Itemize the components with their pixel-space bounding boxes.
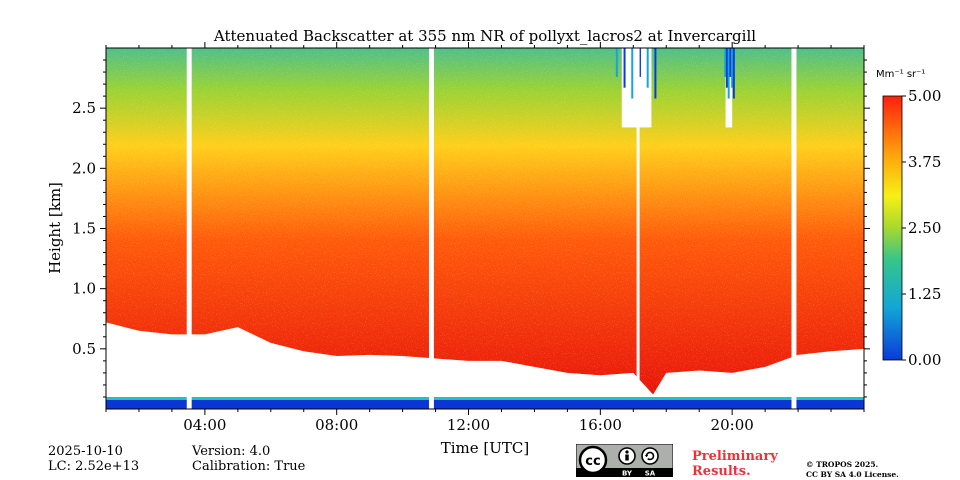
svg-text:cc: cc <box>585 454 600 469</box>
y-tick-label: 0.5 <box>72 340 96 358</box>
plot-area <box>106 48 864 409</box>
footer-calibration: Calibration: True <box>192 459 306 474</box>
cloud-streak <box>727 48 730 99</box>
near-range-blue <box>106 398 864 409</box>
colorbar-tick-label: 3.75 <box>908 153 941 171</box>
data-gaps <box>186 48 797 409</box>
copyright-note: © TROPOS 2025. CC BY SA 4.0 License. <box>806 460 899 480</box>
x-axis-title: Time [UTC] <box>441 439 530 457</box>
footer-version: Version: 4.0 Calibration: True <box>192 444 305 474</box>
cc-by-sa-license-badge: cc BY SA <box>576 444 673 477</box>
copyright-line-2: CC BY SA 4.0 License. <box>806 470 899 479</box>
sa-icon <box>641 447 659 465</box>
near-range-cyan <box>106 397 864 400</box>
y-tick-label: 1.0 <box>72 280 96 298</box>
x-tick-label: 08:00 <box>315 416 358 434</box>
footer-left: 2025-10-10 LC: 2.52e+13 <box>48 444 139 474</box>
copyright-line-1: © TROPOS 2025. <box>806 460 879 469</box>
footer-date: 2025-10-10 <box>48 444 123 459</box>
x-axis: 04:00 08:00 12:00 16:00 20:00 <box>105 42 865 434</box>
data-gap <box>791 48 797 409</box>
y-tick-label: 1.5 <box>72 220 96 238</box>
cloud-streak <box>732 48 735 99</box>
x-tick-label: 12:00 <box>447 416 490 434</box>
colorbar-tick-label: 0.00 <box>908 351 941 369</box>
cloud-core <box>636 48 640 395</box>
y-tick-label: 2.5 <box>72 99 96 117</box>
data-gap <box>428 48 434 409</box>
svg-text:BY: BY <box>622 470 633 478</box>
cloud-streak <box>654 48 657 99</box>
colorbar-ticks: 0.00 1.25 2.50 3.75 5.00 <box>902 87 941 369</box>
x-tick-label: 04:00 <box>183 416 226 434</box>
x-tick-label: 20:00 <box>711 416 754 434</box>
colorbar-tick-label: 2.50 <box>908 219 941 237</box>
cloud-streak <box>725 48 728 88</box>
colorbar-unit-label: Mm⁻¹ sr⁻¹ <box>876 69 925 80</box>
data-gap <box>186 48 192 409</box>
y-axis-title: Height [km] <box>46 182 64 274</box>
preliminary-line-2: Results. <box>692 464 751 479</box>
footer-version-text: Version: 4.0 <box>192 444 271 459</box>
svg-text:SA: SA <box>645 470 656 478</box>
chart-title: Attenuated Backscatter at 355 nm NR of p… <box>213 27 756 45</box>
preliminary-line-1: Preliminary <box>692 449 778 464</box>
y-tick-label: 2.0 <box>72 159 96 177</box>
preliminary-results-note: Preliminary Results. <box>692 449 778 479</box>
cloud-streak <box>631 48 634 99</box>
colorbar <box>882 95 903 361</box>
cloud-streak <box>729 48 732 77</box>
cloud-streak <box>646 48 649 88</box>
below-signal-mask <box>106 322 864 397</box>
cloud-streak <box>623 48 626 88</box>
cloud-columns <box>615 48 735 395</box>
cloud-streak <box>615 48 618 77</box>
colorbar-tick-label: 5.00 <box>908 87 941 105</box>
cloud-streak <box>638 48 641 77</box>
x-tick-label: 16:00 <box>579 416 622 434</box>
footer-lc: LC: 2.52e+13 <box>48 459 140 474</box>
y-axis: 0.5 1.0 1.5 2.0 2.5 <box>72 59 870 398</box>
cloud-streak <box>724 48 727 77</box>
cc-icon <box>578 445 608 475</box>
colorbar-tick-label: 1.25 <box>908 285 941 303</box>
cloud-streak <box>731 48 734 88</box>
